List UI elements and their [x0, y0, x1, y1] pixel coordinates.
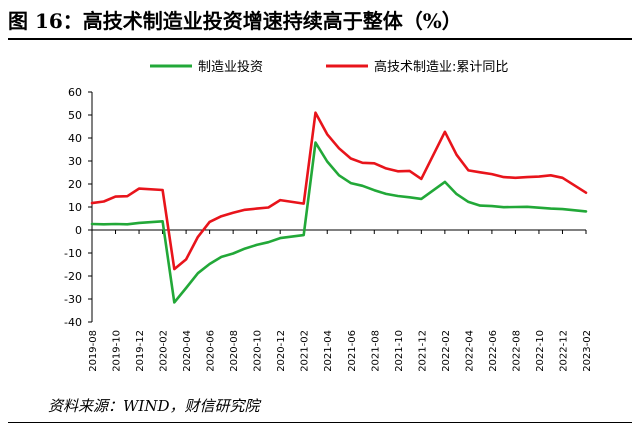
- x-tick-label: 2020-08: [229, 330, 240, 372]
- x-tick-label: 2020-12: [276, 330, 287, 372]
- legend-label-1: 制造业投资: [198, 59, 263, 75]
- y-tick-label: -10: [64, 247, 82, 260]
- y-tick-label: 0: [75, 224, 82, 237]
- x-tick-label: 2021-08: [370, 330, 381, 372]
- y-tick-label: -30: [64, 293, 82, 306]
- series-line-2: [90, 111, 588, 271]
- x-tick-label: 2020-04: [182, 330, 193, 372]
- line-chart: 制造业投资 高技术制造业:累计同比 60 50 40 30 20 10 0 -10 -20 -30 -…: [64, 59, 593, 372]
- source-note: 资料来源：WIND，财信研究院: [48, 397, 260, 415]
- figure-title: 图 16：高技术制造业投资增速持续高于整体（%）: [8, 9, 462, 33]
- x-tick-label: 2022-12: [558, 330, 569, 372]
- x-tick-label: 2022-08: [511, 330, 522, 372]
- legend-label-2: 高技术制造业:累计同比: [374, 59, 508, 75]
- chart-legend: 制造业投资 高技术制造业:累计同比: [150, 59, 508, 75]
- y-tick-label: 40: [68, 132, 82, 145]
- x-axis: 2019-08 2019-10 2019-12 2020-02 2020-04 2020-…: [88, 229, 593, 372]
- x-tick-label: 2021-06: [347, 330, 358, 372]
- x-tick-label: 2022-06: [488, 330, 499, 372]
- x-tick-label: 2022-10: [535, 330, 546, 372]
- x-tick-label: 2021-10: [394, 330, 405, 372]
- x-tick-label: 2021-02: [300, 330, 311, 372]
- y-tick-label: 30: [68, 155, 82, 168]
- x-tick-label: 2020-02: [159, 330, 170, 372]
- x-tick-label: 2019-12: [135, 330, 146, 372]
- x-tick-label: 2021-12: [417, 330, 428, 372]
- y-tick-label: -40: [64, 316, 82, 329]
- bottom-rule: [8, 422, 632, 423]
- x-tick-label: 2019-08: [88, 330, 99, 372]
- x-tick-label: 2023-02: [582, 330, 593, 372]
- x-tick-label: 2022-04: [464, 330, 475, 372]
- x-tick-label: 2021-04: [323, 330, 334, 372]
- y-tick-label: 10: [68, 201, 82, 214]
- x-tick-label: 2019-10: [112, 330, 123, 372]
- y-tick-label: -20: [64, 270, 82, 283]
- series-line-1: [90, 141, 588, 304]
- y-tick-label: 50: [68, 109, 82, 122]
- y-tick-label: 60: [68, 86, 82, 99]
- x-tick-label: 2022-02: [441, 330, 452, 372]
- y-tick-label: 20: [68, 178, 82, 191]
- title-underline: [8, 38, 632, 40]
- series-layer: [90, 111, 588, 304]
- x-tick-label: 2020-10: [253, 330, 264, 372]
- x-tick-label: 2020-06: [206, 330, 217, 372]
- y-axis: 60 50 40 30 20 10 0 -10 -20 -30 -40: [64, 86, 93, 329]
